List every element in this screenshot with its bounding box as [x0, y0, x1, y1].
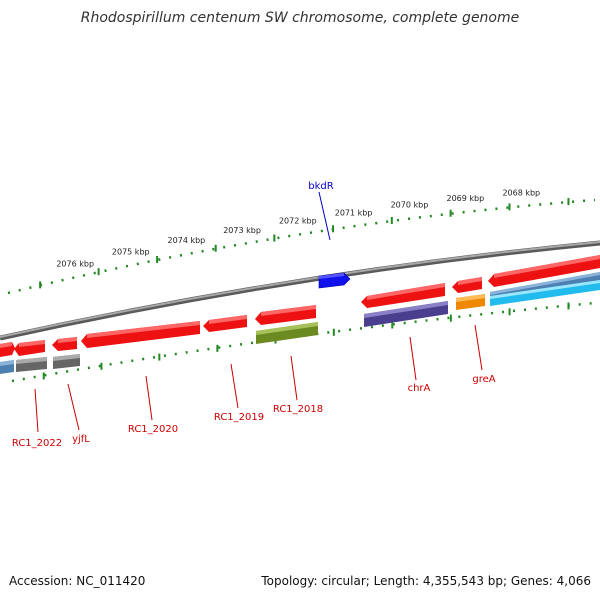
leader-RC1_2020: [145, 375, 153, 421]
outer-ruler-label: 2071 kbp: [335, 208, 373, 217]
gene-feature-cyan[interactable]: [490, 280, 600, 306]
gene-label-yjfL[interactable]: yjfL: [72, 434, 90, 445]
gene-label-RC1_2018[interactable]: RC1_2018: [273, 404, 323, 415]
gene-feature-RC1_2020[interactable]: [81, 321, 200, 348]
gene-feature-orange[interactable]: [456, 294, 485, 310]
outer-ruler-label: 2075 kbp: [112, 247, 150, 256]
leader-bkdR: [318, 191, 331, 241]
outer-ruler-label: 2068 kbp: [502, 188, 540, 197]
gene-feature-a[interactable]: [0, 342, 15, 357]
outer-ruler-dots: [7, 198, 596, 295]
outer-ruler-labels: 2076 kbp 2075 kbp 2074 kbp 2073 kbp 2072 kbp…: [56, 188, 540, 268]
gene-feature-bkdR[interactable]: [318, 272, 351, 289]
leader-yjfL: [67, 383, 80, 431]
gene-feature-purple[interactable]: [364, 301, 448, 327]
gene-track-reverse: [0, 255, 600, 357]
outer-ruler-label: 2070 kbp: [391, 201, 429, 210]
gene-label-RC1_2020[interactable]: RC1_2020: [128, 424, 178, 435]
leader-RC1_2018: [290, 355, 298, 401]
gene-feature-c[interactable]: [52, 337, 77, 351]
gene-label-chrA[interactable]: chrA: [408, 383, 431, 394]
gene-feature-RC1_2019[interactable]: [203, 315, 247, 332]
leader-RC1_2019: [230, 363, 239, 409]
gene-feature-greA-upper[interactable]: [452, 277, 482, 293]
gene-feature-steel-left[interactable]: [0, 360, 14, 374]
outer-ruler-ticks: [39, 198, 570, 289]
gene-feature-olive[interactable]: [256, 322, 318, 344]
outer-ruler-label: 2072 kbp: [279, 217, 317, 226]
gene-feature-b[interactable]: [14, 340, 45, 356]
accession-label: Accession: NC_011420: [9, 574, 146, 588]
gene-label-RC1_2022[interactable]: RC1_2022: [12, 438, 62, 449]
outer-ruler: 2076 kbp 2075 kbp 2074 kbp 2073 kbp 2072 kbp…: [7, 188, 596, 295]
inner-ruler-ticks: [42, 302, 570, 380]
leader-chrA: [409, 336, 417, 381]
inner-ruler: [11, 301, 596, 383]
genome-backbone-highlight: [0, 241, 600, 338]
gene-feature-f[interactable]: [488, 255, 600, 287]
gene-feature-yjfL[interactable]: [53, 354, 80, 369]
outer-ruler-label: 2074 kbp: [168, 236, 206, 245]
gene-label-bkdR[interactable]: bkdR: [308, 181, 333, 192]
gene-feature-gray-1[interactable]: [16, 357, 47, 372]
gene-feature-chrA[interactable]: [361, 283, 445, 308]
leader-greA: [474, 324, 483, 371]
gene-track-secondary: [0, 272, 600, 374]
outer-ruler-label: 2076 kbp: [56, 259, 94, 268]
gene-label-greA[interactable]: greA: [472, 374, 495, 385]
gene-feature-RC1_2018[interactable]: [255, 305, 316, 325]
leader-RC1_2022: [34, 388, 39, 433]
gene-labels: bkdR RC1_2022 yjfL RC1_2020 RC1_2019 RC1…: [12, 181, 496, 449]
gene-label-RC1_2019[interactable]: RC1_2019: [214, 412, 264, 423]
map-title: Rhodospirillum centenum SW chromosome, c…: [80, 10, 520, 26]
genome-stats-label: Topology: circular; Length: 4,355,543 bp…: [261, 574, 591, 588]
outer-ruler-label: 2073 kbp: [223, 226, 261, 235]
gene-label-lines: [34, 191, 483, 433]
outer-ruler-label: 2069 kbp: [446, 194, 484, 203]
